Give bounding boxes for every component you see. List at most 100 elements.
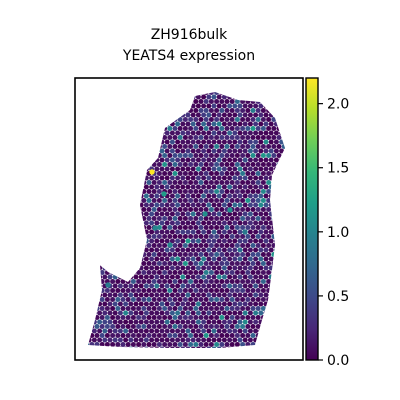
spot — [172, 252, 178, 257]
spot — [154, 301, 160, 307]
spot — [255, 297, 261, 302]
spot — [167, 252, 173, 257]
spot — [211, 139, 217, 145]
spot — [237, 292, 243, 298]
spot — [208, 189, 214, 194]
spot — [185, 247, 191, 253]
spot — [175, 130, 181, 136]
spot — [156, 189, 162, 194]
spot — [164, 175, 170, 181]
spot — [175, 139, 181, 145]
spot — [219, 315, 225, 320]
spot — [107, 301, 113, 307]
spot — [237, 337, 243, 343]
spot — [206, 94, 212, 100]
spot — [107, 319, 113, 325]
spot — [175, 274, 181, 280]
spot — [214, 342, 220, 347]
spot — [190, 202, 196, 208]
spot — [234, 252, 240, 257]
spot — [201, 328, 207, 334]
spot — [234, 162, 240, 167]
spot — [180, 202, 186, 208]
spot — [180, 283, 186, 289]
spot — [175, 310, 181, 316]
spot — [177, 333, 183, 338]
spot — [206, 130, 212, 136]
spot — [240, 315, 246, 320]
spot — [182, 144, 188, 149]
spot — [149, 175, 155, 181]
spot — [260, 189, 266, 194]
spot — [177, 324, 183, 329]
spot — [242, 121, 248, 127]
spot — [242, 310, 248, 316]
spot — [253, 256, 259, 262]
spot — [128, 319, 134, 325]
spot — [232, 157, 238, 163]
spot — [107, 310, 113, 316]
spot — [195, 139, 201, 145]
spot — [247, 274, 253, 280]
spot — [120, 279, 126, 284]
spot — [240, 342, 246, 347]
spot — [255, 126, 261, 131]
spot — [201, 274, 207, 280]
spot — [201, 139, 207, 145]
spot — [219, 297, 225, 302]
spot — [255, 261, 261, 266]
spot — [141, 342, 147, 347]
spot — [219, 171, 225, 176]
spot — [255, 324, 261, 329]
spot — [258, 283, 264, 289]
spot — [198, 117, 204, 122]
spot — [164, 337, 170, 343]
spot — [193, 180, 199, 185]
spot — [203, 99, 209, 104]
spot — [185, 121, 191, 127]
spot — [242, 103, 248, 109]
spot — [177, 153, 183, 158]
spot — [203, 270, 209, 275]
spot — [271, 126, 277, 131]
spot — [198, 252, 204, 257]
spot — [130, 342, 136, 347]
spot — [198, 144, 204, 149]
spot — [206, 319, 212, 325]
spot — [237, 157, 243, 163]
spot — [247, 193, 253, 199]
spot — [224, 171, 230, 176]
spot — [123, 310, 129, 316]
spot — [229, 126, 235, 131]
spot — [169, 247, 175, 253]
spot — [229, 216, 235, 221]
spot — [279, 148, 285, 154]
spot — [193, 162, 199, 167]
spot — [141, 306, 147, 311]
spot — [266, 117, 272, 122]
spot — [156, 162, 162, 167]
spot — [237, 130, 243, 136]
spot — [190, 148, 196, 154]
spot — [195, 211, 201, 217]
spot — [136, 324, 142, 329]
spot — [201, 283, 207, 289]
spot — [195, 229, 201, 235]
spot — [156, 198, 162, 203]
spot — [263, 265, 269, 271]
spot — [172, 261, 178, 266]
highlight-spot — [242, 229, 248, 235]
spot — [219, 198, 225, 203]
spot — [258, 265, 264, 271]
spot — [224, 108, 230, 113]
spot — [175, 256, 181, 262]
spot — [224, 342, 230, 347]
spot — [232, 211, 238, 217]
spot — [154, 274, 160, 280]
spot — [211, 193, 217, 199]
spot — [247, 256, 253, 262]
spot — [97, 310, 103, 316]
spot — [146, 180, 152, 185]
spot — [253, 283, 259, 289]
spot — [175, 229, 181, 235]
